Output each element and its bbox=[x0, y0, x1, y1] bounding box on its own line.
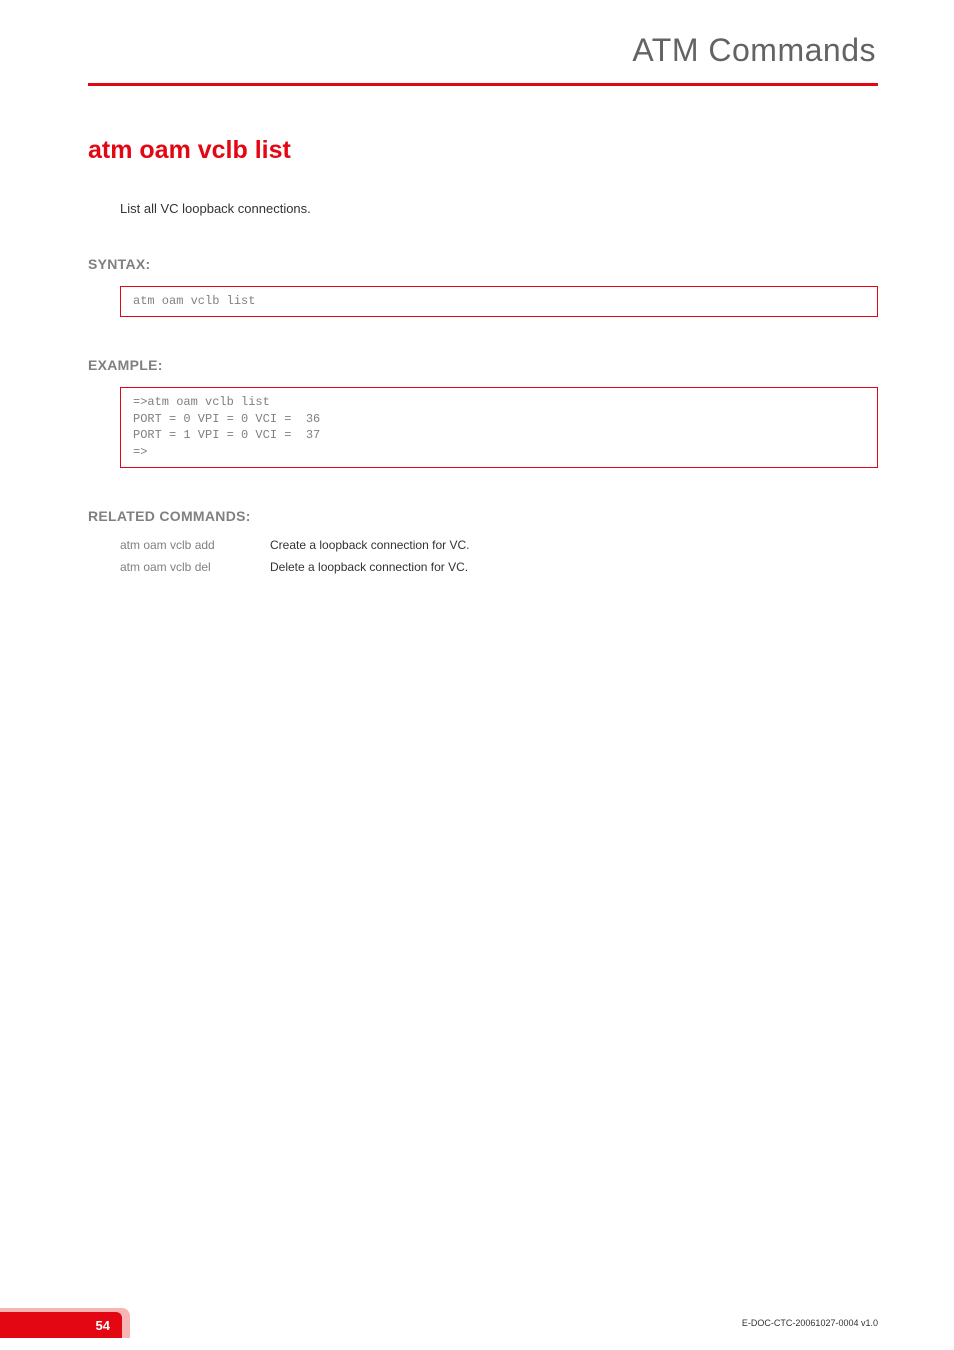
page-header-title: ATM Commands bbox=[0, 32, 876, 69]
footer-doc-id: E-DOC-CTC-20061027-0004 v1.0 bbox=[742, 1318, 878, 1328]
related-row: atm oam vclb add Create a loopback conne… bbox=[120, 538, 878, 552]
example-heading: EXAMPLE: bbox=[88, 357, 878, 373]
page-number: 54 bbox=[96, 1318, 110, 1333]
page-footer: 54 E-DOC-CTC-20061027-0004 v1.0 bbox=[0, 1294, 954, 1350]
command-title: atm oam vclb list bbox=[88, 136, 878, 165]
related-heading: RELATED COMMANDS: bbox=[88, 508, 878, 524]
footer-bar-inner: 54 bbox=[0, 1312, 122, 1338]
syntax-code-box: atm oam vclb list bbox=[120, 286, 878, 317]
content-area: atm oam vclb list List all VC loopback c… bbox=[0, 86, 954, 574]
related-cmd-name: atm oam vclb del bbox=[120, 560, 270, 574]
command-description: List all VC loopback connections. bbox=[120, 201, 878, 216]
related-commands-table: atm oam vclb add Create a loopback conne… bbox=[120, 538, 878, 574]
related-cmd-desc: Delete a loopback connection for VC. bbox=[270, 560, 468, 574]
related-cmd-name: atm oam vclb add bbox=[120, 538, 270, 552]
related-cmd-desc: Create a loopback connection for VC. bbox=[270, 538, 469, 552]
syntax-heading: SYNTAX: bbox=[88, 256, 878, 272]
related-row: atm oam vclb del Delete a loopback conne… bbox=[120, 560, 878, 574]
example-code-box: =>atm oam vclb list PORT = 0 VPI = 0 VCI… bbox=[120, 387, 878, 468]
page-header: ATM Commands bbox=[0, 0, 954, 83]
